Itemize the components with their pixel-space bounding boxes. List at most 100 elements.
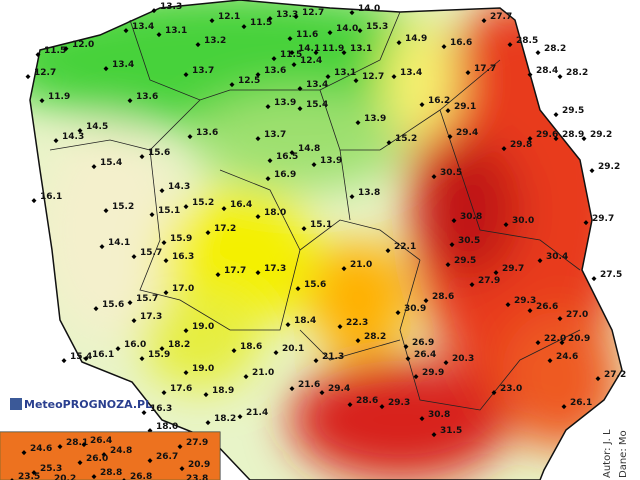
station-marker — [301, 226, 307, 232]
station-value: 28.2 — [364, 332, 386, 342]
station-value: 27.7 — [490, 12, 512, 22]
station-marker — [503, 222, 509, 228]
station-marker — [353, 78, 359, 84]
station-value: 26.8 — [130, 472, 152, 480]
station-value: 27.5 — [600, 270, 622, 280]
station-value: 15.6 — [102, 300, 124, 310]
station-marker — [491, 390, 497, 396]
station-value: 29.1 — [454, 102, 476, 112]
station-marker — [123, 28, 129, 34]
station-value: 12.5 — [238, 76, 260, 86]
station-marker — [159, 188, 165, 194]
station-value: 19.0 — [192, 322, 214, 332]
station-value: 18.4 — [294, 316, 316, 326]
station-value: 30.5 — [440, 168, 462, 178]
station-marker — [403, 344, 409, 350]
station-value: 28.6 — [356, 396, 378, 406]
station-marker — [289, 386, 295, 392]
station-marker — [341, 50, 347, 56]
credit-data: Dane: Mo — [618, 430, 629, 478]
station-marker — [357, 28, 363, 34]
station-marker — [99, 244, 105, 250]
station-marker — [187, 134, 193, 140]
station-marker — [405, 356, 411, 362]
station-marker — [267, 158, 273, 164]
station-value: 27.9 — [478, 276, 500, 286]
station-marker — [25, 74, 31, 80]
station-marker — [31, 198, 37, 204]
station-value: 14.5 — [86, 122, 108, 132]
station-value: 13.8 — [358, 188, 380, 198]
station-value: 14.1 — [298, 44, 320, 54]
credit-author: Autor: J. L — [602, 429, 613, 478]
station-value: 13.4 — [400, 68, 422, 78]
station-value: 31.5 — [440, 426, 462, 436]
station-marker — [255, 72, 261, 78]
station-marker — [255, 136, 261, 142]
station-value: 30.8 — [460, 212, 482, 222]
station-marker — [311, 162, 317, 168]
station-value: 29.9 — [422, 368, 444, 378]
station-value: 28.5 — [516, 36, 538, 46]
station-value: 17.3 — [140, 312, 162, 322]
station-marker — [431, 174, 437, 180]
station-marker — [183, 72, 189, 78]
station-value: 18.9 — [212, 386, 234, 396]
station-value: 25.3 — [40, 464, 62, 474]
station-marker — [355, 338, 361, 344]
station-value: 16.1 — [40, 192, 62, 202]
station-value: 15.2 — [112, 202, 134, 212]
station-value: 26.4 — [414, 350, 436, 360]
station-value: 19.0 — [192, 364, 214, 374]
station-value: 21.6 — [298, 380, 320, 390]
station-value: 28.4 — [536, 66, 558, 76]
station-marker — [535, 340, 541, 346]
station-value: 15.9 — [170, 234, 192, 244]
station-value: 15.9 — [148, 350, 170, 360]
station-value: 30.8 — [428, 410, 450, 420]
station-value: 11.6 — [296, 30, 318, 40]
station-value: 20.9 — [188, 460, 210, 470]
station-marker — [447, 134, 453, 140]
station-value: 15.6 — [148, 148, 170, 158]
station-value: 13.1 — [334, 68, 356, 78]
station-marker — [63, 46, 69, 52]
station-value: 15.6 — [304, 280, 326, 290]
station-value: 29.5 — [454, 256, 476, 266]
station-value: 23.8 — [186, 474, 208, 480]
station-value: 20.1 — [282, 344, 304, 354]
station-value: 29.3 — [388, 398, 410, 408]
station-value: 28.1 — [66, 438, 88, 448]
station-value: 13.4 — [306, 80, 328, 90]
facebook-icon — [10, 398, 22, 410]
station-value: 15.2 — [192, 198, 214, 208]
station-marker — [61, 358, 67, 364]
station-value: 17.2 — [214, 224, 236, 234]
station-marker — [537, 258, 543, 264]
station-value: 17.3 — [264, 264, 286, 274]
station-value: 26.0 — [86, 454, 108, 464]
station-marker — [291, 62, 297, 68]
station-value: 24.6 — [30, 444, 52, 454]
station-value: 20.9 — [568, 334, 590, 344]
station-marker — [91, 164, 97, 170]
station-marker — [559, 340, 565, 346]
station-marker — [287, 36, 293, 42]
station-marker — [465, 70, 471, 76]
station-value: 13.7 — [192, 66, 214, 76]
station-value: 12.7 — [34, 68, 56, 78]
station-value: 17.6 — [170, 384, 192, 394]
station-value: 28.2 — [566, 68, 588, 78]
station-value: 12.7 — [362, 72, 384, 82]
station-value: 14.0 — [336, 24, 358, 34]
station-value: 27.2 — [604, 370, 626, 380]
province-borders — [49, 11, 581, 411]
station-marker — [395, 310, 401, 316]
station-value: 15.4 — [70, 352, 92, 362]
station-marker — [527, 136, 533, 142]
station-marker — [221, 206, 227, 212]
station-value: 21.0 — [252, 368, 274, 378]
station-marker — [295, 286, 301, 292]
station-marker — [349, 194, 355, 200]
station-marker — [583, 220, 589, 226]
